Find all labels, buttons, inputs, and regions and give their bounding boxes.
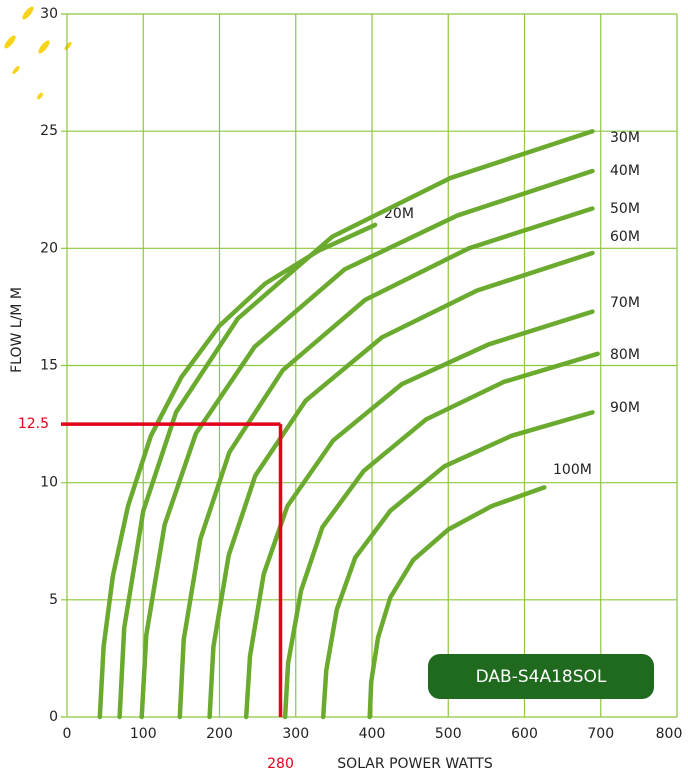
y-tick-label: 30 (40, 6, 58, 22)
curve-label: 60M (610, 229, 640, 245)
pump-curve (367, 485, 547, 720)
pump-curve (282, 351, 600, 720)
pump-curve (243, 309, 595, 720)
y-tick-label: 0 (49, 709, 58, 725)
pump-curve (207, 250, 595, 720)
pump-curve (139, 168, 595, 720)
curve-label: 50M (610, 201, 640, 217)
x-tick-label: 500 (435, 726, 462, 742)
pump-curve (320, 410, 595, 720)
x-axis-title: SOLAR POWER WATTS (337, 756, 493, 772)
curve-label: 70M (610, 295, 640, 311)
highlight-x-label: 280 (267, 756, 294, 772)
pump-curve (177, 206, 595, 720)
x-tick-label: 600 (511, 726, 538, 742)
curve-label: 20M (384, 206, 414, 222)
curve-label: 90M (610, 400, 640, 416)
curve-label: 100M (553, 462, 592, 478)
pump-curve (97, 222, 378, 720)
highlight-y-label: 12.5 (18, 416, 49, 432)
curve-label: 30M (610, 130, 640, 146)
curve-label: 80M (610, 347, 640, 363)
decoration (4, 6, 72, 100)
badge-text: DAB-S4A18SOL (476, 667, 607, 687)
x-tick-label: 200 (206, 726, 233, 742)
x-tick-label: 800 (656, 726, 683, 742)
badge: DAB-S4A18SOL (428, 654, 654, 699)
x-tick-label: 400 (359, 726, 386, 742)
y-tick-label: 20 (40, 240, 58, 256)
x-tick-label: 700 (587, 726, 614, 742)
y-tick-label: 25 (40, 123, 58, 139)
x-tick-label: 300 (282, 726, 309, 742)
y-tick-label: 15 (40, 358, 58, 374)
x-tick-label: 100 (130, 726, 157, 742)
pump-curve (117, 128, 595, 720)
y-tick-label: 10 (40, 475, 58, 491)
curve-label: 40M (610, 163, 640, 179)
y-tick-label: 5 (49, 592, 58, 608)
x-tick-label: 0 (63, 726, 72, 742)
y-axis-title: FLOW L/M M (9, 287, 25, 373)
